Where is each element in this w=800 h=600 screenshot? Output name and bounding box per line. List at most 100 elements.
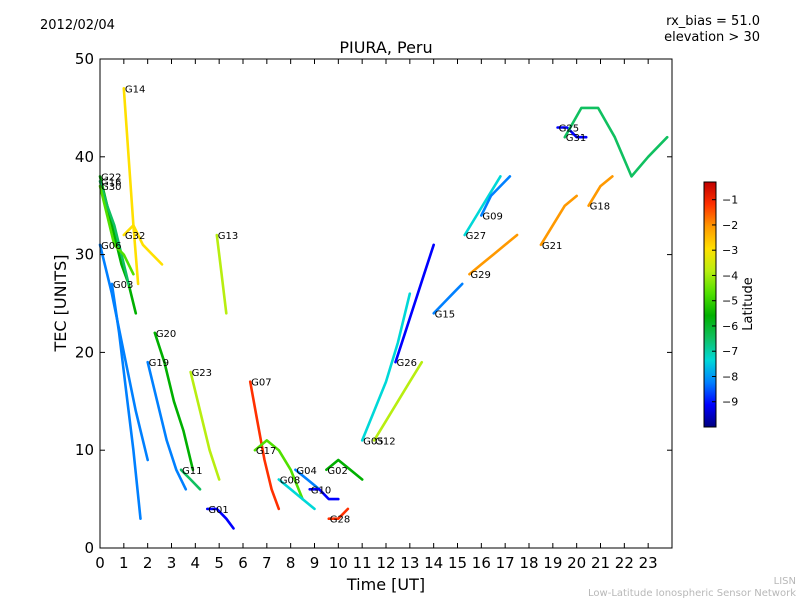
y-tick-label: 20 <box>75 343 94 361</box>
series-g32 <box>122 224 164 266</box>
series-g15 <box>432 282 464 315</box>
x-tick-label: 15 <box>448 554 467 572</box>
colorbar-label: Latitude <box>741 277 756 331</box>
label-g05: G05 <box>363 436 383 447</box>
colorbar-ticks: −9 −8 −7 −6 −5 −4 −3 −2 −1 <box>712 194 738 409</box>
colorbar-tick-label: −2 <box>722 219 738 232</box>
chart-title: PIURA, Peru <box>339 38 433 57</box>
series-g05 <box>360 292 412 442</box>
label-g30: G30 <box>101 182 121 193</box>
label-g16: G16 <box>101 177 121 188</box>
x-tick-label: 5 <box>214 554 224 572</box>
label-g08: G08 <box>280 476 300 487</box>
label-g25: G25 <box>559 123 579 134</box>
series-g12 <box>372 360 424 442</box>
x-tick-label: 6 <box>238 554 248 572</box>
series-g23 <box>189 370 221 481</box>
date-label: 2012/02/04 <box>40 18 115 33</box>
label-g04: G04 <box>296 466 316 477</box>
series-g06 <box>98 243 149 462</box>
x-tick-label: 14 <box>424 554 443 572</box>
series-g16 <box>98 180 130 286</box>
label-g13: G13 <box>218 231 238 242</box>
label-g10: G10 <box>311 485 331 496</box>
label-g02: G02 <box>327 466 347 477</box>
series-g17 <box>253 439 304 501</box>
x-tick-label: 21 <box>591 554 610 572</box>
x-tick-label: 7 <box>262 554 272 572</box>
series-g01 <box>206 507 235 530</box>
x-tick-label: 22 <box>615 554 634 572</box>
series-g30 <box>98 184 135 276</box>
series-g29 <box>468 233 519 276</box>
x-tick-label: 13 <box>400 554 419 572</box>
label-g07: G07 <box>251 378 271 389</box>
label-g15: G15 <box>435 309 455 320</box>
x-tick-label: 23 <box>639 554 658 572</box>
series-g10 <box>308 487 340 501</box>
x-axis-label: Time [UT] <box>346 575 425 594</box>
rx-bias-label: rx_bias = 51.0 <box>666 14 760 29</box>
label-g21: G21 <box>542 241 562 252</box>
credit-line1: LISN <box>773 576 796 587</box>
series-g09 <box>479 175 512 217</box>
y-axis: 0 10 20 30 40 50 <box>75 50 672 557</box>
x-axis: 0 1 2 3 4 5 6 7 8 9 10 11 12 13 14 15 16 17 18 19 20 21 22 23 <box>95 59 658 572</box>
colorbar-tick-label: −7 <box>722 345 738 358</box>
series-g18 <box>587 175 614 207</box>
colorbar-tick-label: −9 <box>722 396 738 409</box>
label-g03: G03 <box>113 280 133 291</box>
series-g19 <box>146 360 188 491</box>
colorbar <box>703 181 717 428</box>
x-tick-label: 0 <box>95 554 105 572</box>
series-g20 <box>153 331 195 472</box>
colorbar-tick-label: −8 <box>722 370 738 383</box>
y-tick-label: 30 <box>75 246 94 264</box>
rx-info: rx_bias = 51.0 elevation > 30 <box>664 14 760 46</box>
label-g06: G06 <box>101 241 121 252</box>
x-tick-label: 10 <box>329 554 348 572</box>
label-g14: G14 <box>125 84 145 95</box>
colorbar-tick-label: −4 <box>722 269 738 282</box>
series-g31 <box>563 106 669 178</box>
label-g19: G19 <box>149 358 169 369</box>
label-g32: G32 <box>125 231 145 242</box>
x-tick-label: 11 <box>353 554 372 572</box>
label-g29: G29 <box>470 270 490 281</box>
series-g07 <box>248 380 281 511</box>
x-tick-label: 17 <box>496 554 515 572</box>
x-tick-label: 12 <box>376 554 395 572</box>
series-g03 <box>110 282 142 521</box>
label-g17: G17 <box>256 446 276 457</box>
label-g23: G23 <box>192 368 212 379</box>
series-g13 <box>215 233 228 315</box>
series-g04 <box>294 468 321 491</box>
label-g26: G26 <box>397 358 417 369</box>
label-g01: G01 <box>208 505 228 516</box>
series-g28 <box>327 507 350 521</box>
colorbar-tick-label: −3 <box>722 244 738 257</box>
label-g18: G18 <box>590 202 610 213</box>
x-tick-label: 2 <box>143 554 153 572</box>
label-g27: G27 <box>466 231 486 242</box>
colorbar-tick-label: −6 <box>722 320 738 333</box>
colorbar-tick-label: −5 <box>722 295 738 308</box>
y-tick-label: 0 <box>84 539 94 557</box>
x-tick-label: 19 <box>543 554 562 572</box>
label-g11: G11 <box>182 466 202 477</box>
elevation-label: elevation > 30 <box>664 30 760 45</box>
series-layer <box>98 87 669 530</box>
y-tick-label: 10 <box>75 441 94 459</box>
series-g02 <box>325 458 364 481</box>
x-tick-label: 18 <box>519 554 538 572</box>
series-g11 <box>179 468 202 491</box>
colorbar-tick-label: −1 <box>722 194 738 207</box>
y-tick-label: 50 <box>75 50 94 68</box>
x-tick-label: 3 <box>167 554 177 572</box>
series-g21 <box>539 194 579 247</box>
plot-area <box>100 59 672 548</box>
label-g22: G22 <box>101 172 121 183</box>
label-g28: G28 <box>330 515 350 526</box>
